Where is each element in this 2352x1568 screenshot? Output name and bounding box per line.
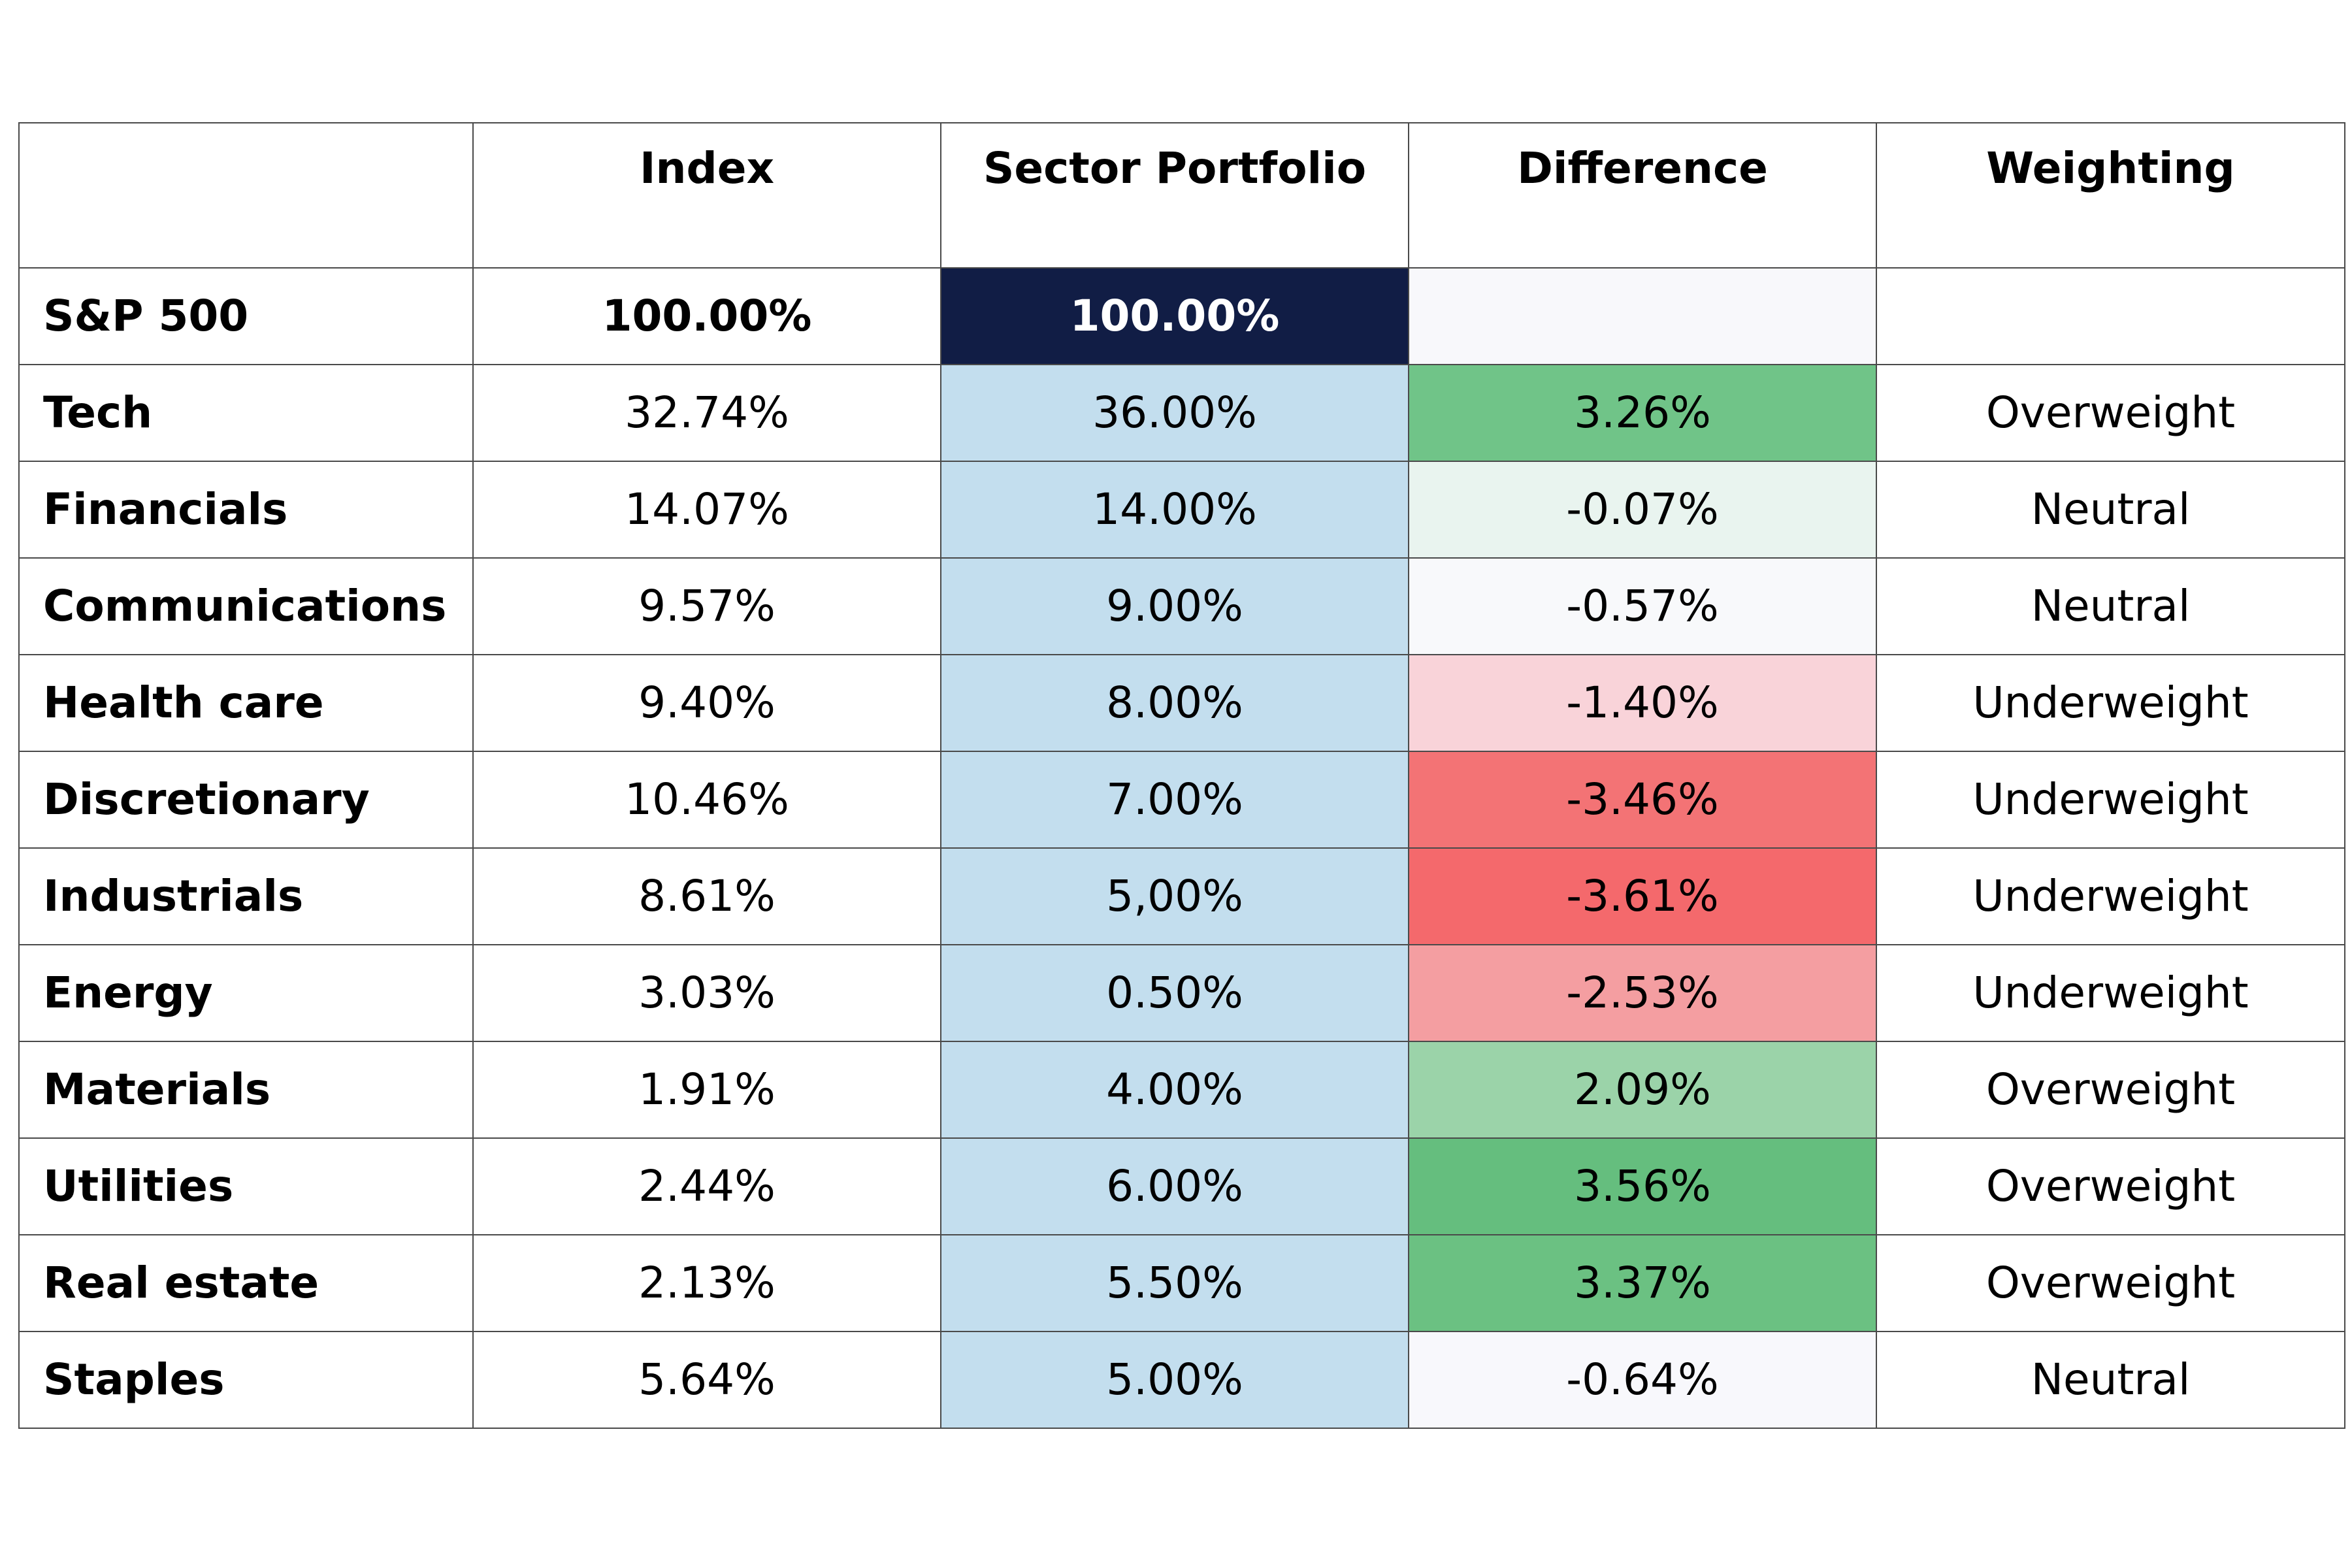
table-row: Energy 3.03% 0.50% -2.53% Underweight bbox=[18, 944, 2345, 1042]
total-row-weighting bbox=[1876, 267, 2345, 365]
table-row: Health care 9.40% 8.00% -1.40% Underweight bbox=[18, 654, 2345, 752]
table-row: Utilities 2.44% 6.00% 3.56% Overweight bbox=[18, 1137, 2345, 1235]
row-index-cell: 32.74% bbox=[472, 364, 941, 462]
row-portfolio-cell: 9.00% bbox=[940, 557, 1409, 655]
row-label-cell: Real estate bbox=[18, 1234, 474, 1332]
row-weighting-cell: Overweight bbox=[1876, 1234, 2345, 1332]
row-index-cell: 3.03% bbox=[472, 944, 941, 1042]
row-portfolio-cell: 36.00% bbox=[940, 364, 1409, 462]
row-index-cell: 2.13% bbox=[472, 1234, 941, 1332]
column-header-label bbox=[18, 122, 474, 269]
table-row: Tech 32.74% 36.00% 3.26% Overweight bbox=[18, 364, 2345, 462]
column-header-index: Index bbox=[472, 122, 941, 269]
table-row: Communications 9.57% 9.00% -0.57% Neutral bbox=[18, 557, 2345, 655]
row-difference-cell: -2.53% bbox=[1408, 944, 1877, 1042]
table-row: Discretionary 10.46% 7.00% -3.46% Underweigh… bbox=[18, 751, 2345, 849]
row-index-cell: 9.40% bbox=[472, 654, 941, 752]
row-difference-cell: 2.09% bbox=[1408, 1041, 1877, 1139]
row-index-cell: 2.44% bbox=[472, 1137, 941, 1235]
row-weighting-cell: Neutral bbox=[1876, 1331, 2345, 1429]
row-index-cell: 9.57% bbox=[472, 557, 941, 655]
table-row: Industrials 8.61% 5,00% -3.61% Underweight bbox=[18, 847, 2345, 945]
column-header-weighting: Weighting bbox=[1876, 122, 2345, 269]
row-difference-cell: -3.46% bbox=[1408, 751, 1877, 849]
table-row: Materials 1.91% 4.00% 2.09% Overweight bbox=[18, 1041, 2345, 1139]
row-label-cell: Tech bbox=[18, 364, 474, 462]
row-difference-cell: 3.37% bbox=[1408, 1234, 1877, 1332]
row-difference-cell: -1.40% bbox=[1408, 654, 1877, 752]
row-weighting-cell: Neutral bbox=[1876, 461, 2345, 559]
row-label-cell: Communications bbox=[18, 557, 474, 655]
table-row: Staples 5.64% 5.00% -0.64% Neutral bbox=[18, 1331, 2345, 1429]
row-label-cell: Discretionary bbox=[18, 751, 474, 849]
row-weighting-cell: Underweight bbox=[1876, 944, 2345, 1042]
row-portfolio-cell: 0.50% bbox=[940, 944, 1409, 1042]
row-weighting-cell: Neutral bbox=[1876, 557, 2345, 655]
sector-weighting-table: Index Sector Portfolio Difference Weight… bbox=[18, 122, 2345, 1429]
row-label-cell: Staples bbox=[18, 1331, 474, 1429]
row-portfolio-cell: 5,00% bbox=[940, 847, 1409, 945]
row-label-cell: Energy bbox=[18, 944, 474, 1042]
row-difference-cell: -3.61% bbox=[1408, 847, 1877, 945]
row-weighting-cell: Underweight bbox=[1876, 654, 2345, 752]
row-weighting-cell: Overweight bbox=[1876, 364, 2345, 462]
row-difference-cell: -0.07% bbox=[1408, 461, 1877, 559]
row-portfolio-cell: 5.00% bbox=[940, 1331, 1409, 1429]
total-row-difference bbox=[1408, 267, 1877, 365]
row-index-cell: 5.64% bbox=[472, 1331, 941, 1429]
column-header-sector-portfolio: Sector Portfolio bbox=[940, 122, 1409, 269]
row-weighting-cell: Underweight bbox=[1876, 751, 2345, 849]
row-portfolio-cell: 6.00% bbox=[940, 1137, 1409, 1235]
row-difference-cell: -0.57% bbox=[1408, 557, 1877, 655]
row-weighting-cell: Overweight bbox=[1876, 1137, 2345, 1235]
row-label-cell: Financials bbox=[18, 461, 474, 559]
header-row: Index Sector Portfolio Difference Weight… bbox=[18, 122, 2345, 269]
row-difference-cell: -0.64% bbox=[1408, 1331, 1877, 1429]
total-row: S&P 500 100.00% 100.00% bbox=[18, 267, 2345, 365]
row-portfolio-cell: 5.50% bbox=[940, 1234, 1409, 1332]
total-row-index: 100.00% bbox=[472, 267, 941, 365]
row-label-cell: Industrials bbox=[18, 847, 474, 945]
table-row: Financials 14.07% 14.00% -0.07% Neutral bbox=[18, 461, 2345, 559]
row-portfolio-cell: 4.00% bbox=[940, 1041, 1409, 1139]
row-difference-cell: 3.56% bbox=[1408, 1137, 1877, 1235]
row-index-cell: 1.91% bbox=[472, 1041, 941, 1139]
row-label-cell: Materials bbox=[18, 1041, 474, 1139]
row-portfolio-cell: 14.00% bbox=[940, 461, 1409, 559]
row-portfolio-cell: 8.00% bbox=[940, 654, 1409, 752]
table-row: Real estate 2.13% 5.50% 3.37% Overweight bbox=[18, 1234, 2345, 1332]
row-label-cell: Health care bbox=[18, 654, 474, 752]
row-index-cell: 8.61% bbox=[472, 847, 941, 945]
sector-weighting-table-wrap: Index Sector Portfolio Difference Weight… bbox=[18, 122, 2345, 1429]
total-row-portfolio: 100.00% bbox=[940, 267, 1409, 365]
row-index-cell: 14.07% bbox=[472, 461, 941, 559]
row-difference-cell: 3.26% bbox=[1408, 364, 1877, 462]
column-header-difference: Difference bbox=[1408, 122, 1877, 269]
row-portfolio-cell: 7.00% bbox=[940, 751, 1409, 849]
row-index-cell: 10.46% bbox=[472, 751, 941, 849]
row-label-cell: Utilities bbox=[18, 1137, 474, 1235]
total-row-label: S&P 500 bbox=[18, 267, 474, 365]
row-weighting-cell: Overweight bbox=[1876, 1041, 2345, 1139]
row-weighting-cell: Underweight bbox=[1876, 847, 2345, 945]
